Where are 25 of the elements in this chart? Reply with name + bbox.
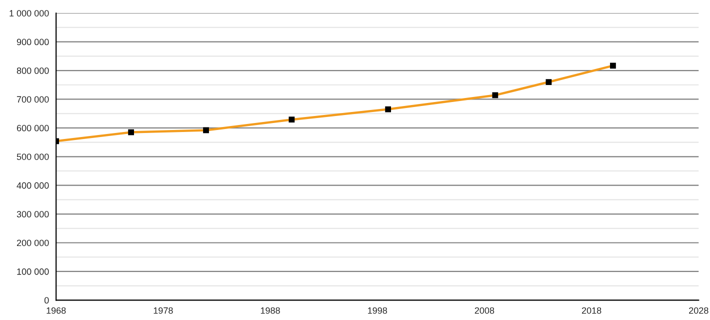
point: [203, 127, 209, 134]
y-tick-label: 1 000 000: [10, 10, 49, 16]
point: [288, 116, 295, 123]
point: [492, 92, 498, 98]
y-tick-label: 500 000: [16, 154, 49, 160]
y-tick-label: 100 000: [17, 268, 49, 275]
y-tick-label: 200 000: [16, 240, 49, 246]
x-tick-label: 1998: [368, 307, 388, 314]
point: [610, 62, 616, 69]
y-tick-label: 300 000: [16, 211, 49, 218]
point: [546, 79, 552, 85]
y-tick-label: 400 000: [16, 182, 49, 189]
y-tick-label: 600 000: [16, 124, 49, 132]
x-tick-label: 1978: [154, 307, 173, 314]
y-tick-label: 0: [44, 297, 49, 304]
y-tick-label: 900 000: [16, 38, 49, 46]
x-tick-label: 1988: [260, 307, 280, 314]
y-tick-label: 800 000: [16, 67, 49, 74]
x-tick-label: 2008: [474, 307, 494, 314]
point: [128, 129, 134, 136]
x-tick-label: 2018: [582, 307, 602, 314]
x-tick-label: 1968: [46, 307, 66, 314]
point: [385, 106, 392, 112]
x-tick-label: 2028: [689, 307, 708, 314]
y-tick-label: 700 000: [16, 96, 49, 103]
